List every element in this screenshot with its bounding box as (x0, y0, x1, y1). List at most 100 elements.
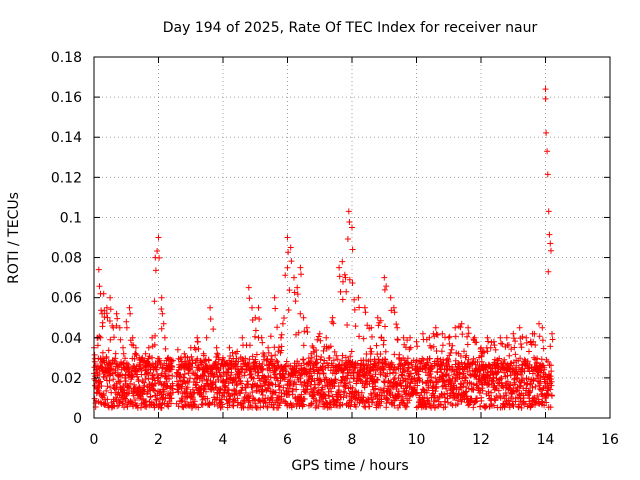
data-point (378, 398, 385, 405)
data-point (388, 307, 395, 314)
data-point (462, 375, 469, 381)
data-point (457, 324, 464, 331)
data-point (272, 389, 279, 396)
data-point (259, 339, 266, 346)
data-point (534, 355, 541, 362)
data-point (155, 234, 162, 241)
data-point (539, 337, 546, 344)
data-point (143, 404, 150, 410)
data-point (517, 341, 524, 347)
data-point (506, 352, 513, 359)
data-point (521, 368, 528, 375)
data-point (107, 336, 114, 343)
data-point (288, 258, 295, 265)
data-point (512, 338, 519, 345)
data-point (428, 374, 435, 381)
data-point (543, 129, 550, 136)
data-point (477, 367, 484, 374)
data-point (369, 399, 376, 406)
data-point (198, 401, 205, 408)
data-point (147, 393, 154, 400)
data-point (536, 320, 542, 327)
data-point (185, 361, 192, 368)
data-point (151, 387, 158, 394)
data-point (192, 371, 199, 378)
data-point (280, 384, 287, 391)
data-point (545, 268, 552, 275)
data-point (405, 360, 412, 367)
data-point (99, 349, 106, 356)
y-tick-label: 0.04 (51, 331, 82, 347)
data-point (265, 344, 272, 351)
data-point (95, 266, 102, 273)
data-point (448, 346, 455, 353)
data-point (103, 387, 110, 394)
data-point (162, 345, 169, 352)
data-point (285, 307, 292, 313)
data-point (123, 324, 130, 331)
data-point (131, 381, 138, 388)
data-point (284, 264, 291, 271)
data-point (209, 381, 216, 388)
data-point (133, 352, 140, 359)
data-point (547, 404, 554, 411)
data-point (368, 348, 375, 355)
data-point (439, 330, 446, 337)
data-point (122, 355, 128, 362)
data-point (425, 384, 432, 391)
data-point (152, 267, 159, 274)
data-point (247, 342, 253, 349)
data-point (368, 392, 375, 399)
data-point (99, 319, 106, 326)
data-point (310, 344, 317, 351)
data-point (103, 304, 110, 311)
data-point (488, 389, 495, 396)
data-point (544, 387, 551, 394)
data-point (542, 95, 549, 102)
data-point (227, 353, 234, 359)
data-point (361, 384, 368, 391)
data-point (426, 334, 433, 341)
data-point (545, 208, 552, 215)
data-point (161, 334, 168, 341)
data-point (259, 366, 266, 373)
data-point (111, 334, 117, 341)
data-point (314, 336, 321, 343)
data-point (350, 369, 357, 375)
data-point (507, 372, 514, 379)
data-point (390, 376, 397, 383)
data-point (177, 371, 184, 378)
data-point (494, 369, 501, 376)
data-point (512, 351, 519, 358)
data-point (178, 354, 185, 361)
data-point (383, 283, 390, 290)
data-point (326, 393, 333, 400)
data-point (532, 342, 539, 348)
data-point (420, 386, 427, 393)
data-point (441, 378, 447, 385)
data-point (364, 362, 371, 369)
data-point (438, 348, 445, 355)
data-point (484, 348, 491, 355)
data-point (132, 344, 139, 351)
data-point (209, 366, 216, 373)
data-point (517, 335, 524, 342)
data-point (141, 382, 148, 389)
data-point (540, 345, 547, 352)
data-point (140, 357, 146, 364)
data-point (543, 399, 550, 406)
data-point (298, 271, 304, 278)
data-point (511, 344, 518, 351)
data-point (318, 378, 325, 385)
data-point (341, 271, 348, 278)
data-point (396, 392, 403, 399)
data-point (529, 384, 536, 391)
data-point (503, 392, 510, 399)
data-point (278, 334, 284, 341)
data-point (158, 325, 165, 332)
data-point (207, 316, 214, 322)
data-point (532, 383, 539, 390)
data-point (329, 318, 335, 325)
data-point (297, 264, 304, 271)
x-axis-label: GPS time / hours (291, 458, 408, 474)
